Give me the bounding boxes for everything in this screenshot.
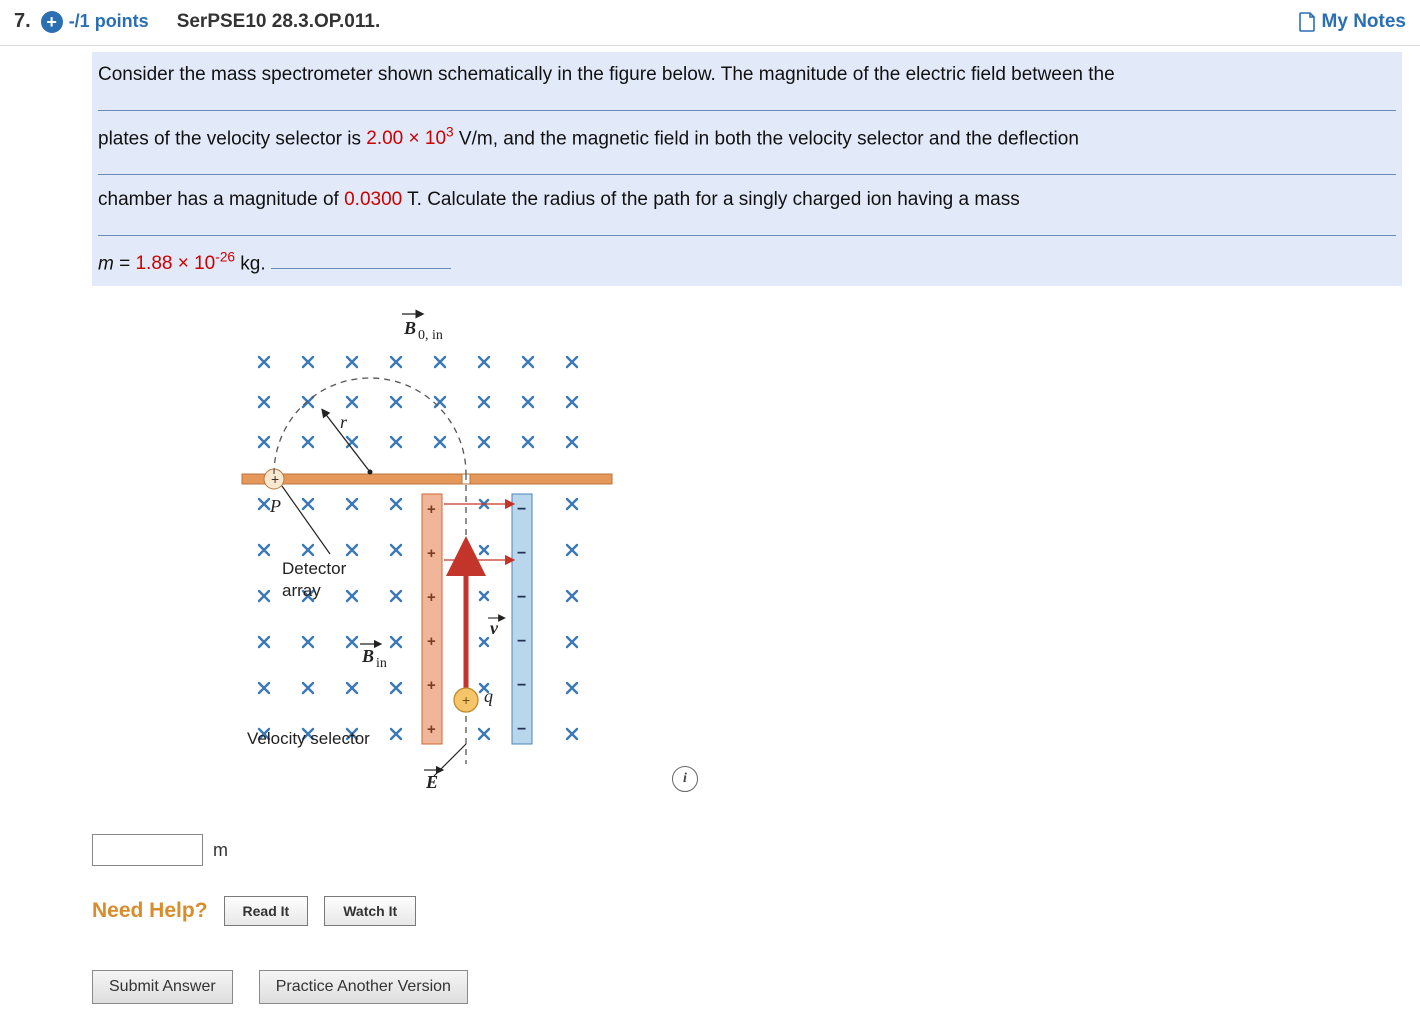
charge-plus-icon: +: [462, 692, 470, 708]
mass-spectrometer-figure: B 0, in + P r: [212, 304, 642, 804]
prompt-line3a: chamber has a magnitude of: [98, 189, 344, 210]
figure-area: B 0, in + P r: [212, 304, 1402, 804]
prompt-line2b: V/m, and the magnetic field in both the …: [454, 128, 1079, 149]
need-help-label: Need Help?: [92, 899, 208, 923]
need-help-row: Need Help? Read It Watch It: [92, 896, 1402, 926]
negative-plate: [512, 494, 532, 744]
arc-center-dot: [368, 470, 373, 475]
svg-text:−: −: [517, 501, 526, 518]
positive-plate: [422, 494, 442, 744]
watch-it-button[interactable]: Watch It: [324, 896, 416, 926]
svg-text:+: +: [427, 721, 436, 738]
answer-row: m: [92, 834, 1402, 866]
svg-text:−: −: [517, 589, 526, 606]
question-body: Consider the mass spectrometer shown sch…: [0, 46, 1420, 1028]
r-label: r: [340, 412, 348, 432]
highlight-underline-4: [271, 268, 451, 269]
svg-text:+: +: [427, 677, 436, 694]
prompt-line4c: kg.: [235, 253, 266, 274]
mass-value: 1.88 × 10-26: [135, 253, 235, 274]
submit-row: Submit Answer Practice Another Version: [92, 970, 1402, 1004]
bin-label: B: [361, 646, 374, 666]
svg-text:+: +: [427, 501, 436, 518]
my-notes-link[interactable]: My Notes: [1298, 11, 1406, 33]
svg-text:−: −: [517, 633, 526, 650]
velocity-selector-label: Velocity selector: [247, 729, 370, 748]
v-label: v: [490, 618, 499, 638]
question-code: SerPSE10 28.3.OP.011.: [177, 11, 381, 33]
b0-sub: 0, in: [418, 328, 443, 343]
prompt-line2a: plates of the velocity selector is: [98, 128, 366, 149]
svg-text:−: −: [517, 677, 526, 694]
highlight-underline-3: [98, 235, 1396, 236]
e-pointer: [434, 744, 466, 776]
answer-unit: m: [213, 840, 228, 861]
submit-answer-button[interactable]: Submit Answer: [92, 970, 233, 1004]
practice-another-button[interactable]: Practice Another Version: [259, 970, 468, 1004]
bin-sub: in: [376, 656, 387, 671]
e-field-value: 2.00 × 103: [366, 128, 453, 149]
q-label: q: [484, 686, 493, 706]
mass-symbol: m: [98, 253, 114, 274]
ion-path-arc: [274, 378, 466, 474]
svg-text:−: −: [517, 545, 526, 562]
figure-info-icon[interactable]: i: [672, 766, 698, 792]
prompt-line3b: T. Calculate the radius of the path for …: [402, 189, 1020, 210]
plus-icon: +: [271, 471, 279, 487]
question-number: 7.: [14, 10, 31, 33]
answer-input[interactable]: [92, 834, 203, 866]
detector-label-1: Detector: [282, 559, 347, 578]
question-container: 7. + -/1 points SerPSE10 28.3.OP.011. My…: [0, 0, 1420, 1028]
detector-label-2: array: [282, 581, 321, 600]
prompt-line1: Consider the mass spectrometer shown sch…: [98, 64, 1115, 85]
svg-text:+: +: [427, 633, 436, 650]
notes-icon: [1298, 12, 1316, 32]
highlight-underline-1: [98, 110, 1396, 111]
detector-plate: [242, 474, 612, 484]
expand-icon[interactable]: +: [41, 11, 63, 33]
detector-pointer: [282, 486, 330, 554]
svg-text:+: +: [427, 589, 436, 606]
b0-label: B: [403, 318, 416, 338]
b-field-value: 0.0300: [344, 189, 402, 210]
my-notes-label: My Notes: [1322, 11, 1406, 33]
svg-text:−: −: [517, 721, 526, 738]
svg-text:+: +: [427, 545, 436, 562]
question-header: 7. + -/1 points SerPSE10 28.3.OP.011. My…: [0, 0, 1420, 46]
points-label[interactable]: -/1 points: [69, 11, 149, 32]
e-label: E: [425, 772, 438, 792]
read-it-button[interactable]: Read It: [224, 896, 309, 926]
equals: =: [114, 253, 136, 274]
p-label: P: [269, 496, 281, 516]
highlight-underline-2: [98, 174, 1396, 175]
question-prompt: Consider the mass spectrometer shown sch…: [92, 52, 1402, 286]
